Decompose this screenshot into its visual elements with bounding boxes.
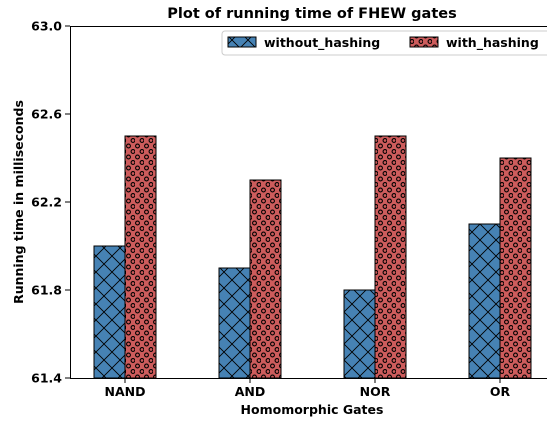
x-tick-label: NAND — [105, 384, 146, 399]
bar-without-hashing-nor-hatch — [343, 289, 376, 379]
y-tick-label: 62.2 — [31, 195, 62, 210]
bars-group — [93, 135, 532, 379]
y-tick-label: 63.0 — [31, 19, 62, 34]
bar-with-hashing-and-hatch — [249, 179, 282, 379]
bar-without-hashing-or-hatch — [468, 223, 501, 379]
legend-label-with-hashing: with_hashing — [446, 35, 539, 51]
legend-swatch-with-hashing-hatch — [409, 36, 439, 48]
bar-without-hashing-nand-hatch — [93, 245, 126, 379]
legend-box — [221, 30, 547, 56]
y-tick-label: 61.8 — [31, 283, 62, 298]
x-axis-ticks: NAND AND NOR OR — [105, 378, 511, 399]
x-tick-label: NOR — [360, 384, 391, 399]
y-tick-label: 62.6 — [31, 107, 62, 122]
legend-label-without-hashing: without_hashing — [264, 35, 380, 51]
legend: without_hashing with_hashing — [221, 30, 547, 56]
bar-with-hashing-nor-hatch — [374, 135, 407, 379]
y-axis-ticks: 61.4 61.8 62.2 62.6 63.0 — [31, 19, 70, 386]
x-tick-label: OR — [490, 384, 511, 399]
bar-with-hashing-or-hatch — [499, 157, 532, 379]
chart-title: Plot of running time of FHEW gates — [167, 6, 456, 22]
bar-with-hashing-nand-hatch — [124, 135, 157, 379]
x-axis-label: Homomorphic Gates — [241, 402, 384, 417]
legend-swatch-without-hashing-hatch — [227, 36, 257, 48]
y-tick-label: 61.4 — [31, 371, 62, 386]
bar-without-hashing-and-hatch — [218, 267, 251, 379]
y-axis-label: Running time in milliseconds — [11, 100, 26, 304]
x-tick-label: AND — [235, 384, 266, 399]
